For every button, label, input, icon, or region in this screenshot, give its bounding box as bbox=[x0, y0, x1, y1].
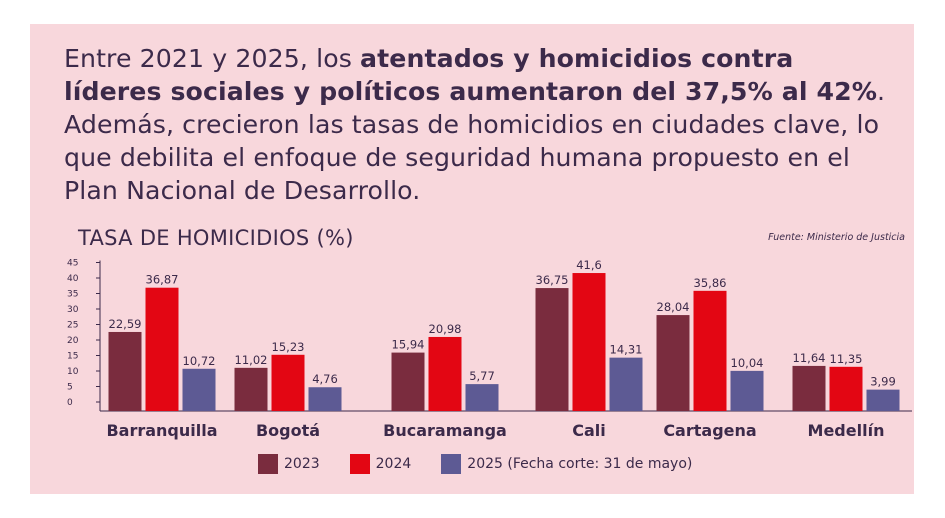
bar-2024-medellín bbox=[829, 366, 863, 411]
data-label: 11,35 bbox=[830, 352, 863, 366]
data-label: 5,77 bbox=[469, 369, 495, 383]
y-tick-label: 0 bbox=[67, 398, 73, 408]
data-label: 36,75 bbox=[536, 273, 569, 287]
x-category-label: Bogotá bbox=[256, 421, 320, 440]
bar-2023-medellín bbox=[792, 365, 826, 411]
legend-item-2025: 2025 (Fecha corte: 31 de mayo) bbox=[441, 454, 692, 474]
y-tick-label: 15 bbox=[67, 352, 78, 362]
bar-2025-barranquilla bbox=[182, 368, 216, 411]
x-category-label: Barranquilla bbox=[106, 421, 217, 440]
data-label: 10,72 bbox=[183, 354, 216, 368]
bar-2023-cali bbox=[535, 288, 569, 411]
bar-2025-medellín bbox=[866, 389, 900, 411]
bar-2025-bogotá bbox=[308, 387, 342, 411]
data-label: 15,23 bbox=[272, 340, 305, 354]
data-label: 28,04 bbox=[657, 300, 690, 314]
legend-item-2024: 2024 bbox=[349, 454, 412, 474]
data-label: 10,04 bbox=[731, 356, 764, 370]
data-label: 36,87 bbox=[146, 273, 179, 287]
y-tick-label: 45 bbox=[67, 259, 78, 269]
bar-2024-cartagena bbox=[693, 290, 727, 411]
bar-2025-cali bbox=[609, 357, 643, 411]
data-label: 14,31 bbox=[610, 343, 643, 357]
legend-label-2023: 2023 bbox=[284, 456, 320, 472]
data-label: 15,94 bbox=[392, 338, 425, 352]
bar-2024-cali bbox=[572, 273, 606, 411]
data-label: 22,59 bbox=[109, 317, 142, 331]
chart-source: Fuente: Ministerio de Justicia bbox=[768, 232, 905, 243]
y-tick-label: 25 bbox=[67, 321, 78, 331]
bar-2023-bogotá bbox=[234, 367, 268, 411]
data-label: 3,99 bbox=[870, 375, 896, 389]
x-category-label: Cartagena bbox=[663, 421, 756, 440]
legend-swatch-2024 bbox=[349, 454, 370, 474]
data-label: 4,76 bbox=[312, 372, 338, 386]
headline-bold: atentados y homicidios contra líderes so… bbox=[64, 44, 878, 106]
headline-part2: . Además, crecieron las tasas de homicid… bbox=[64, 77, 886, 205]
y-tick-label: 10 bbox=[67, 367, 79, 377]
x-category-label: Medellín bbox=[808, 421, 885, 440]
x-category-label: Bucaramanga bbox=[383, 421, 507, 440]
bar-2023-cartagena bbox=[656, 315, 690, 411]
y-tick-label: 5 bbox=[67, 383, 73, 393]
data-label: 35,86 bbox=[694, 276, 727, 290]
chart-title: TASA DE HOMICIDIOS (%) bbox=[78, 226, 354, 250]
legend-swatch-2025 bbox=[441, 454, 462, 474]
bar-2023-bucaramanga bbox=[391, 352, 425, 411]
legend-item-2023: 2023 bbox=[258, 454, 320, 474]
bar-2024-bucaramanga bbox=[428, 336, 462, 411]
data-label: 41,6 bbox=[576, 258, 602, 272]
x-category-label: Cali bbox=[572, 421, 606, 440]
bar-2023-barranquilla bbox=[108, 331, 142, 411]
y-tick-label: 40 bbox=[67, 274, 79, 284]
headline-part1: Entre 2021 y 2025, los bbox=[64, 44, 361, 73]
y-tick-label: 35 bbox=[67, 290, 78, 300]
legend-swatch-2023 bbox=[258, 454, 278, 474]
infographic-card bbox=[30, 24, 914, 494]
data-label: 20,98 bbox=[429, 322, 462, 336]
legend-label-2024: 2024 bbox=[375, 456, 412, 472]
data-label: 11,64 bbox=[793, 351, 826, 365]
y-tick-label: 20 bbox=[67, 336, 79, 346]
bar-2024-bogotá bbox=[271, 354, 305, 411]
bar-2025-bucaramanga bbox=[465, 384, 499, 411]
headline: Entre 2021 y 2025, los atentados y homic… bbox=[64, 42, 894, 207]
bar-2025-cartagena bbox=[730, 370, 764, 411]
data-label: 11,02 bbox=[235, 353, 268, 367]
y-tick-label: 30 bbox=[67, 305, 79, 315]
chart-legend: 2023 2024 2025 (Fecha corte: 31 de mayo) bbox=[258, 454, 722, 474]
legend-label-2025: 2025 (Fecha corte: 31 de mayo) bbox=[467, 456, 693, 472]
bar-2024-barranquilla bbox=[145, 287, 179, 411]
